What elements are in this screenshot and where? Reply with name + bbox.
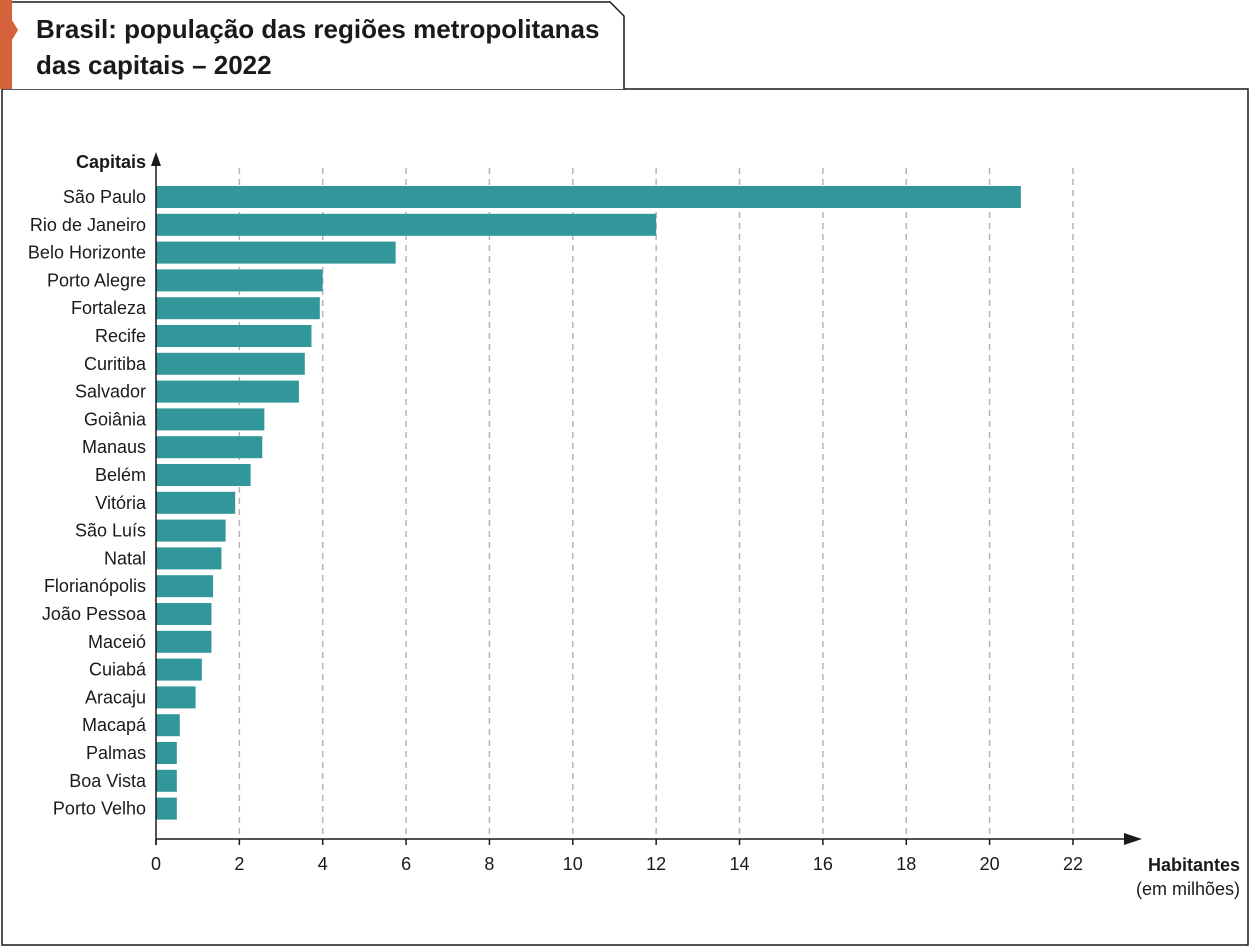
title-accent-notch [12, 20, 18, 40]
bar [156, 797, 177, 820]
y-axis-arrow [151, 152, 161, 166]
bar [156, 186, 1021, 208]
bar [156, 325, 312, 347]
category-label: Florianópolis [44, 576, 146, 596]
category-label: Maceió [88, 632, 146, 652]
bar [156, 547, 222, 570]
x-tick-label: 20 [980, 854, 1000, 874]
category-labels: São Paulo Rio de Janeiro Belo Horizonte Por… [28, 187, 147, 819]
bar [156, 352, 305, 375]
category-label: Porto Velho [53, 799, 146, 819]
category-label: Natal [104, 548, 146, 568]
bars-layer [156, 186, 1021, 820]
category-label: Fortaleza [71, 298, 147, 318]
bar [156, 519, 226, 542]
grid-layer [238, 168, 1074, 839]
category-label: Cuiabá [89, 660, 147, 680]
category-label: Porto Alegre [47, 270, 146, 290]
bar [156, 408, 265, 431]
bar [156, 714, 180, 737]
x-tick-label: 10 [563, 854, 583, 874]
x-tick-label: 22 [1063, 854, 1083, 874]
category-label: Manaus [82, 437, 146, 457]
y-axis-title: Capitais [76, 152, 146, 172]
bar [156, 491, 236, 514]
bar [156, 380, 299, 403]
category-label: Palmas [86, 743, 146, 763]
category-label: São Luís [75, 521, 146, 541]
bar [156, 630, 212, 653]
x-tick-label: 4 [318, 854, 328, 874]
bar [156, 241, 396, 264]
x-axis-unit: (em milhões) [1136, 879, 1240, 899]
bar [156, 269, 323, 292]
bar [156, 213, 657, 236]
x-tick-label: 0 [151, 854, 161, 874]
x-tick-label: 6 [401, 854, 411, 874]
category-label: Curitiba [84, 354, 147, 374]
category-label: Boa Vista [69, 771, 147, 791]
category-label: João Pessoa [42, 604, 147, 624]
x-tick-label: 18 [896, 854, 916, 874]
category-label: Rio de Janeiro [30, 215, 146, 235]
x-axis-title: Habitantes [1148, 855, 1240, 875]
bar [156, 436, 263, 459]
category-label: Belém [95, 465, 146, 485]
category-label: Goiânia [84, 409, 147, 429]
category-label: Belo Horizonte [28, 243, 146, 263]
x-axis-arrow [1124, 833, 1142, 845]
x-tick-labels: 0 2 4 6 8 10 12 14 16 18 20 22 [151, 839, 1083, 874]
bar [156, 464, 251, 486]
bar [156, 742, 177, 764]
x-tick-label: 16 [813, 854, 833, 874]
x-tick-label: 12 [646, 854, 666, 874]
x-tick-label: 8 [484, 854, 494, 874]
bar [156, 575, 214, 598]
title-accent-bar [0, 0, 12, 89]
category-label: Vitória [95, 493, 147, 513]
bar [156, 297, 320, 320]
category-label: Salvador [75, 382, 146, 402]
bar [156, 658, 202, 681]
bar [156, 603, 212, 625]
x-tick-label: 14 [730, 854, 750, 874]
chart-title-line-2: das capitais – 2022 [36, 50, 272, 80]
category-label: São Paulo [63, 187, 146, 207]
x-tick-label: 2 [234, 854, 244, 874]
chart-title-line-1: Brasil: população das regiões metropolit… [36, 14, 599, 44]
bar [156, 769, 177, 792]
category-label: Aracaju [85, 687, 146, 707]
category-label: Recife [95, 326, 146, 346]
bar [156, 686, 196, 709]
category-label: Macapá [82, 715, 147, 735]
